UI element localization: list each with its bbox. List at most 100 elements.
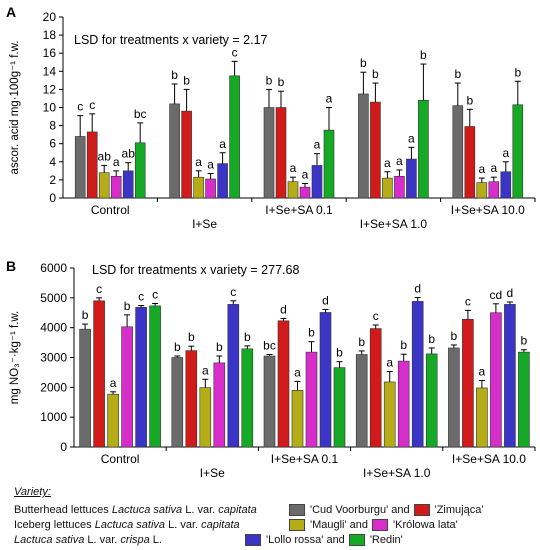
significance-letter: b (278, 75, 285, 89)
y-tick-label: 2000 (40, 380, 67, 394)
bar-zimujaca (462, 319, 474, 448)
significance-letter: b (188, 330, 195, 344)
significance-letter: d (322, 293, 329, 307)
legend-desc: Iceberg lettuces Lactuca sativa L. var. … (14, 519, 285, 531)
legend-label-lollo-rossa: 'Lollo rossa' and (266, 533, 345, 546)
bar-maugli (287, 181, 299, 199)
significance-letter: a (195, 155, 202, 169)
bar-cud-voorburgu (452, 105, 464, 199)
bar-cud-voorburgu (263, 355, 276, 448)
bar-maugli (382, 177, 393, 199)
bar-zimujaca (464, 126, 476, 199)
x-tick-label: Control (101, 452, 140, 466)
bar-maugli (476, 387, 488, 448)
significance-letter: b (454, 67, 461, 81)
significance-letter: a (302, 168, 309, 182)
significance-letter: b (82, 308, 89, 322)
significance-letter: d (280, 302, 287, 316)
legend-desc-text: Iceberg lettuces (14, 518, 95, 531)
significance-letter: b (400, 338, 407, 352)
bar-krolowa-lata (205, 178, 216, 199)
bar-cud-voorburgu (263, 107, 275, 199)
y-tick-label: 18 (43, 28, 57, 42)
significance-letter: a (326, 92, 333, 106)
significance-letter: b (372, 67, 379, 81)
bar-redin (149, 305, 161, 448)
bar-cud-voorburgu (358, 93, 369, 199)
bar-maugli (199, 387, 212, 448)
significance-letter: b (360, 56, 367, 70)
panel-a-label: A (6, 4, 16, 20)
legend-species: Lactuca sativa (94, 518, 166, 531)
bar-redin (425, 353, 438, 448)
legend-label-cud-voorburgu: 'Cud Voorburgu' and (310, 503, 410, 516)
significance-letter: b (124, 299, 131, 313)
significance-letter: c (138, 290, 144, 304)
significance-letter: a (110, 376, 117, 390)
bar-krolowa-lata (397, 360, 410, 448)
bar-zimujaca (370, 101, 381, 199)
y-tick-label: 8 (49, 119, 56, 133)
legend-row-iceberg: Iceberg lettuces Lactuca sativa L. var. … (14, 517, 534, 532)
y-tick-label: 1000 (40, 410, 67, 424)
bar-krolowa-lata (490, 312, 502, 448)
significance-letter: ab (122, 147, 136, 161)
significance-letter: a (384, 156, 391, 170)
bar-krolowa-lata (299, 186, 311, 199)
legend-swatch-maugli (289, 518, 305, 531)
bar-zimujaca (369, 328, 382, 448)
significance-letter: b (183, 73, 190, 87)
x-tick-label: I+Se+SA 0.1 (271, 452, 339, 466)
panel-b-label: B (6, 258, 16, 274)
legend-swatch-zimujaca (413, 503, 430, 516)
significance-letter: a (396, 154, 403, 168)
bar-lollo-rossa (411, 301, 424, 448)
lsd-annotation: LSD for treatments x variety = 277.68 (92, 263, 299, 277)
y-tick-label: 6 (49, 137, 56, 151)
y-tick-label: 4000 (40, 321, 67, 335)
bar-lollo-rossa (122, 170, 134, 199)
significance-letter: a (314, 138, 321, 152)
bar-maugli (98, 172, 110, 199)
significance-letter: a (202, 363, 209, 377)
legend-species: Lactuca sativa (14, 533, 85, 546)
bar-cud-voorburgu (79, 328, 91, 448)
legend-species: Lactuca sativa (111, 503, 183, 516)
legend-variety-type: crispa (120, 533, 150, 546)
bar-cud-voorburgu (355, 354, 368, 448)
bar-krolowa-lata (213, 362, 226, 448)
bar-cud-voorburgu (448, 347, 460, 448)
bar-lollo-rossa (319, 312, 332, 448)
legend-label-redin: 'Redin' (369, 533, 403, 546)
bar-lollo-rossa (504, 304, 516, 448)
bar-redin (323, 129, 335, 199)
bar-lollo-rossa (227, 304, 240, 448)
y-tick-label: 0 (60, 440, 67, 454)
significance-letter: b (514, 65, 521, 79)
bar-zimujaca (86, 131, 98, 199)
legend-desc-text: L. (149, 533, 162, 546)
y-tick-label: 10 (43, 101, 57, 115)
x-tick-label: I+Se+SA 1.0 (360, 217, 428, 231)
x-tick-label: Control (91, 203, 130, 217)
significance-letter: b (174, 340, 181, 354)
significance-letter: c (96, 282, 102, 296)
significance-letter: a (113, 155, 120, 169)
legend-row-butterhead: Butterhead lettuces Lactuca sativa L. va… (14, 502, 534, 517)
bar-krolowa-lata (110, 175, 122, 199)
bar-lollo-rossa (217, 163, 228, 199)
legend-row-crispa: Lactuca sativa L. var. crispa L. 'Lollo … (14, 532, 534, 547)
significance-letter: c (77, 100, 83, 114)
significance-letter: a (408, 131, 415, 145)
legend-variety-type: capitata (201, 518, 240, 531)
significance-letter: b (308, 326, 315, 340)
significance-letter: a (207, 158, 214, 172)
x-tick-label: I+Se+SA 1.0 (363, 466, 431, 480)
y-tick-label: 16 (43, 46, 57, 60)
bar-cud-voorburgu (74, 136, 86, 199)
y-tick-label: 14 (43, 64, 57, 78)
legend-label-zimujaca: 'Zimująca' (434, 503, 484, 516)
bar-lollo-rossa (406, 158, 417, 199)
bar-maugli (383, 381, 396, 448)
